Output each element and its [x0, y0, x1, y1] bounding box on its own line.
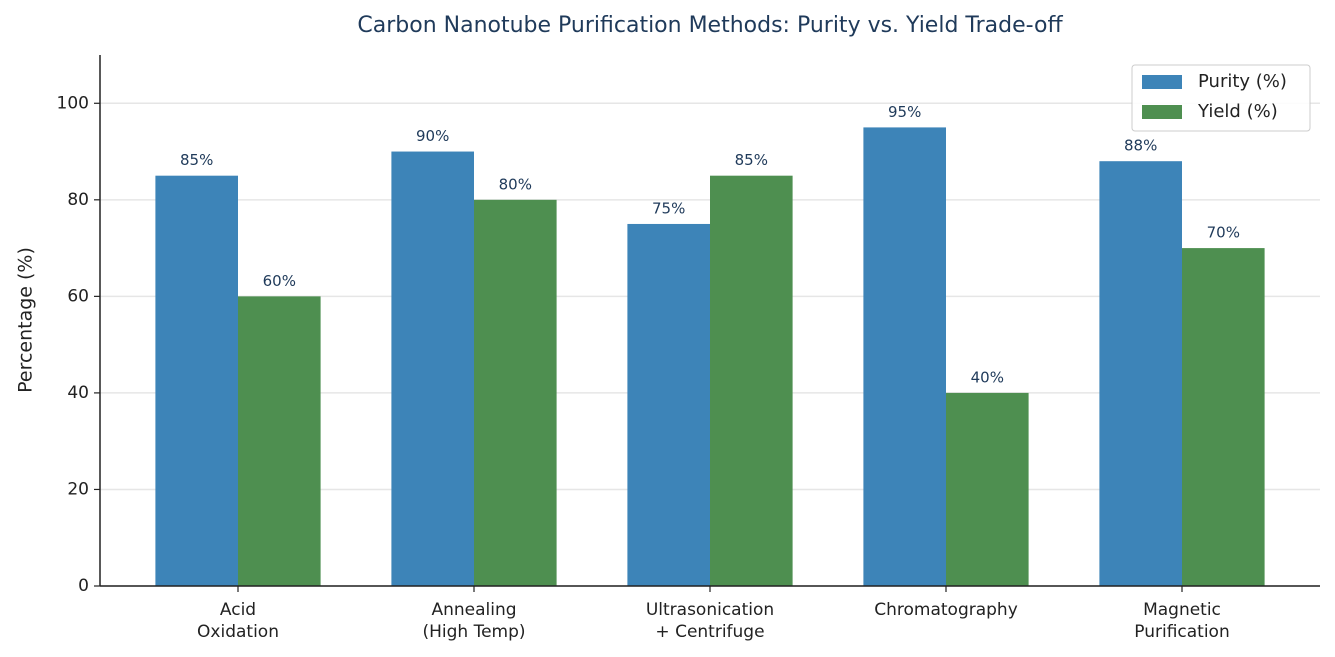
legend-label: Yield (%) [1197, 101, 1278, 122]
value-label: 75% [652, 199, 685, 217]
y-tick-label: 40 [67, 383, 89, 403]
bar [474, 199, 557, 586]
bar [627, 223, 710, 587]
x-tick-label: Purification [1134, 622, 1229, 642]
y-axis-label: Percentage (%) [15, 247, 37, 393]
value-label: 70% [1207, 224, 1240, 242]
x-tick-label: Magnetic [1143, 600, 1221, 620]
x-tick-label: Acid [220, 600, 256, 620]
value-label: 90% [416, 127, 449, 145]
legend-swatch [1142, 75, 1182, 89]
value-label: 85% [735, 151, 768, 169]
legend: Purity (%) Yield (%) [1131, 64, 1311, 132]
value-label: 60% [263, 272, 296, 290]
value-label: 40% [971, 368, 1004, 386]
legend-label: Purity (%) [1198, 71, 1287, 92]
bar [155, 175, 238, 586]
bar [710, 175, 793, 586]
y-tick-label: 100 [57, 93, 89, 113]
x-tick-label: + Centrifuge [655, 622, 764, 642]
x-tick-label: Oxidation [197, 622, 279, 642]
x-tick-label: Annealing [431, 600, 516, 620]
bar [391, 151, 474, 586]
bar [238, 296, 321, 586]
bar [1182, 248, 1265, 586]
y-tick-label: 0 [78, 576, 89, 596]
value-label: 85% [180, 151, 213, 169]
value-label: 80% [499, 175, 532, 193]
chart-title: Carbon Nanotube Purification Methods: Pu… [357, 13, 1063, 38]
x-tick-label: (High Temp) [422, 622, 525, 642]
bar [946, 392, 1029, 586]
x-tick-label: Chromatography [874, 600, 1018, 620]
value-label: 88% [1124, 137, 1157, 155]
x-tick-label: Ultrasonication [646, 600, 774, 620]
y-tick-label: 20 [67, 479, 89, 499]
legend-swatch [1142, 105, 1182, 119]
y-tick-label: 80 [67, 190, 89, 210]
bar [1099, 161, 1182, 586]
y-tick-label: 60 [67, 286, 89, 306]
bar [863, 127, 946, 586]
value-label: 95% [888, 103, 921, 121]
